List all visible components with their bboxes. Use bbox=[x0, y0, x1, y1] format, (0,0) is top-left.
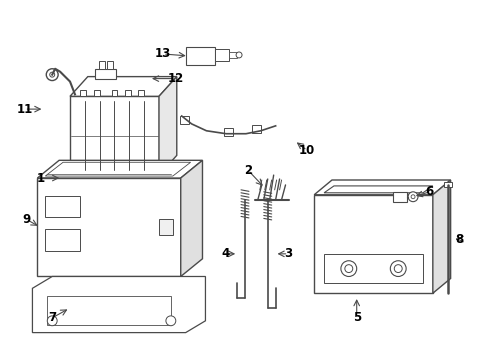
Polygon shape bbox=[324, 186, 432, 193]
Bar bbox=[37, 178, 181, 276]
Text: 9: 9 bbox=[22, 213, 31, 226]
Text: 2: 2 bbox=[244, 164, 251, 177]
Bar bbox=[80, 90, 86, 96]
Bar bbox=[138, 90, 144, 96]
Text: 10: 10 bbox=[299, 144, 315, 157]
Circle shape bbox=[165, 316, 175, 326]
Circle shape bbox=[389, 261, 406, 276]
Bar bbox=[45, 196, 80, 217]
Circle shape bbox=[344, 265, 352, 273]
Text: 13: 13 bbox=[155, 48, 171, 60]
Text: 8: 8 bbox=[454, 233, 463, 246]
Text: 3: 3 bbox=[284, 247, 292, 260]
Circle shape bbox=[407, 192, 417, 202]
Circle shape bbox=[393, 265, 401, 273]
Circle shape bbox=[50, 72, 55, 77]
Polygon shape bbox=[181, 160, 202, 276]
Bar bbox=[94, 90, 100, 96]
Bar bbox=[443, 182, 451, 187]
Text: 5: 5 bbox=[352, 311, 360, 324]
Polygon shape bbox=[37, 160, 202, 178]
Text: 1: 1 bbox=[36, 171, 44, 185]
Circle shape bbox=[340, 261, 356, 276]
Bar bbox=[99, 61, 104, 69]
Bar bbox=[229, 52, 237, 58]
Polygon shape bbox=[159, 77, 177, 175]
Bar bbox=[95, 69, 116, 78]
Circle shape bbox=[47, 316, 57, 326]
Text: 6: 6 bbox=[425, 185, 433, 198]
Polygon shape bbox=[32, 276, 205, 333]
Circle shape bbox=[236, 52, 242, 58]
Bar bbox=[124, 90, 130, 96]
Bar bbox=[392, 192, 407, 202]
Circle shape bbox=[410, 195, 414, 199]
Circle shape bbox=[46, 69, 58, 81]
Bar bbox=[185, 47, 215, 65]
Bar bbox=[224, 128, 233, 136]
Polygon shape bbox=[432, 180, 450, 293]
Polygon shape bbox=[70, 77, 177, 96]
Bar bbox=[215, 49, 229, 61]
Bar bbox=[251, 125, 260, 133]
Bar bbox=[70, 96, 159, 175]
Polygon shape bbox=[314, 180, 450, 195]
Bar bbox=[111, 90, 117, 96]
Bar bbox=[45, 229, 80, 251]
Bar bbox=[106, 61, 112, 69]
Text: 7: 7 bbox=[48, 311, 56, 324]
Bar bbox=[324, 254, 422, 283]
Text: 11: 11 bbox=[17, 103, 33, 116]
Bar bbox=[180, 116, 188, 124]
Bar bbox=[159, 219, 172, 235]
Text: 4: 4 bbox=[221, 247, 229, 260]
Bar bbox=[314, 195, 432, 293]
Text: 12: 12 bbox=[167, 72, 183, 85]
